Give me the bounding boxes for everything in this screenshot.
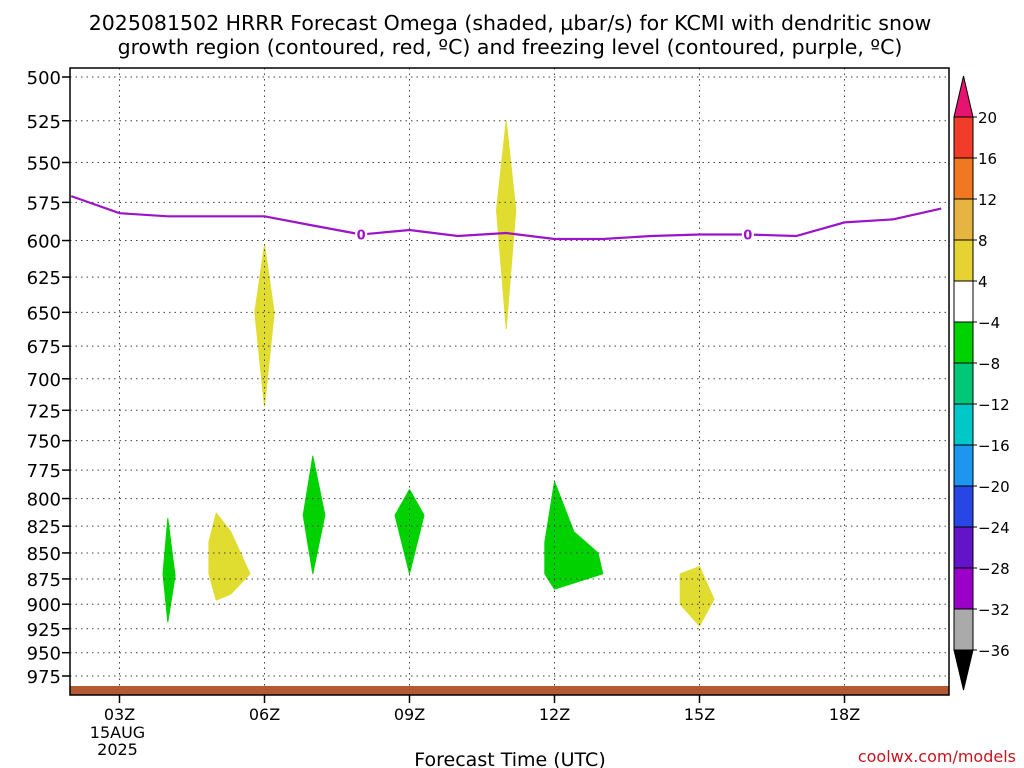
y-tick-label: 825 xyxy=(27,517,61,538)
colorbar-label: 4 xyxy=(978,273,988,291)
x-tick-label: 12Z xyxy=(539,705,570,724)
omega-region-5 xyxy=(208,512,251,601)
colorbar-segment xyxy=(953,362,974,405)
omega-region-7 xyxy=(544,481,604,590)
colorbar-segment xyxy=(953,321,974,364)
freezing-level-label: 0 xyxy=(743,229,752,244)
y-tick-label: 975 xyxy=(27,667,61,688)
x-tick-label: 15Z xyxy=(684,705,715,724)
omega-region-3 xyxy=(302,455,326,575)
omega-region-2 xyxy=(254,244,275,407)
credit-link[interactable]: coolwx.com/models xyxy=(858,747,1016,766)
colorbar-label: 16 xyxy=(978,150,997,168)
grid-lines xyxy=(70,68,949,695)
colorbar-segment xyxy=(953,239,974,282)
freezing-level-label-bg xyxy=(355,226,368,243)
colorbar-segment xyxy=(953,444,974,487)
y-tick-label: 675 xyxy=(27,337,61,358)
y-tick-label: 950 xyxy=(27,644,61,665)
omega-region-6 xyxy=(394,489,425,575)
colorbar-label: −4 xyxy=(978,314,1000,332)
colorbar-segment xyxy=(953,403,974,446)
x-tick-label: 09Z xyxy=(394,705,425,724)
x-tick-year: 2025 xyxy=(97,740,138,759)
y-tick-label: 925 xyxy=(27,620,61,641)
omega-region-4 xyxy=(162,518,176,623)
y-tick-label: 625 xyxy=(27,268,61,289)
colorbar-segment xyxy=(953,526,974,569)
y-axis-ticks: 500 525 550 575 600 625 650 675 700 725 750 775 800 8… xyxy=(27,68,70,688)
x-tick-label: 06Z xyxy=(249,705,280,724)
terrain-fill xyxy=(70,686,949,695)
colorbar-segment xyxy=(953,280,974,323)
chart-title-line2: growth region (contoured, red, ºC) and f… xyxy=(118,35,903,59)
colorbar-label: −8 xyxy=(978,355,1000,373)
colorbar-segment xyxy=(953,608,974,651)
y-tick-label: 650 xyxy=(27,303,61,324)
colorbar-label: −28 xyxy=(978,560,1010,578)
x-tick-label: 18Z xyxy=(829,705,860,724)
colorbar-label: −20 xyxy=(978,478,1010,496)
colorbar-segment xyxy=(953,198,974,241)
colorbar: 20 16 12 8 4 −4 −8 −12 −16 −20 −24 −28 −32 −36 xyxy=(953,75,1010,691)
chart-title-line1: 2025081502 HRRR Forecast Omega (shaded, … xyxy=(89,11,932,35)
y-tick-label: 875 xyxy=(27,570,61,591)
y-tick-label: 775 xyxy=(27,461,61,482)
freezing-level-line xyxy=(70,195,942,241)
x-axis-label: Forecast Time (UTC) xyxy=(414,749,605,768)
colorbar-segment xyxy=(953,157,974,200)
y-tick-label: 700 xyxy=(27,370,61,391)
y-tick-label: 900 xyxy=(27,595,61,616)
x-tick-date: 15AUG xyxy=(90,723,145,742)
y-tick-label: 850 xyxy=(27,544,61,565)
colorbar-label: −36 xyxy=(978,642,1010,660)
omega-regions xyxy=(162,120,715,627)
terrain-band xyxy=(70,686,949,695)
plot-frame xyxy=(69,67,950,696)
y-tick-label: 600 xyxy=(27,232,61,253)
colorbar-segment xyxy=(953,567,974,610)
colorbar-top-arrow xyxy=(953,75,974,118)
freezing-level-label-bg xyxy=(741,226,754,243)
colorbar-segment xyxy=(953,485,974,528)
colorbar-segment xyxy=(953,116,974,159)
omega-region-8 xyxy=(679,566,715,627)
x-tick-label: 03Z xyxy=(104,705,135,724)
freezing-level-label: 0 xyxy=(357,229,366,244)
y-tick-label: 575 xyxy=(27,193,61,214)
y-tick-label: 800 xyxy=(27,490,61,511)
colorbar-label: −32 xyxy=(978,601,1010,619)
colorbar-label: 8 xyxy=(978,232,988,250)
y-tick-label: 750 xyxy=(27,432,61,453)
colorbar-label: −12 xyxy=(978,396,1010,414)
omega-region-1 xyxy=(496,120,517,330)
colorbar-bottom-arrow xyxy=(953,649,974,691)
y-tick-label: 725 xyxy=(27,401,61,422)
y-tick-label: 525 xyxy=(27,112,61,133)
colorbar-label: −16 xyxy=(978,437,1010,455)
colorbar-label: 12 xyxy=(978,191,997,209)
colorbar-label: 20 xyxy=(978,109,997,127)
colorbar-label: −24 xyxy=(978,519,1010,537)
y-tick-label: 500 xyxy=(27,68,61,89)
y-tick-label: 550 xyxy=(27,153,61,174)
